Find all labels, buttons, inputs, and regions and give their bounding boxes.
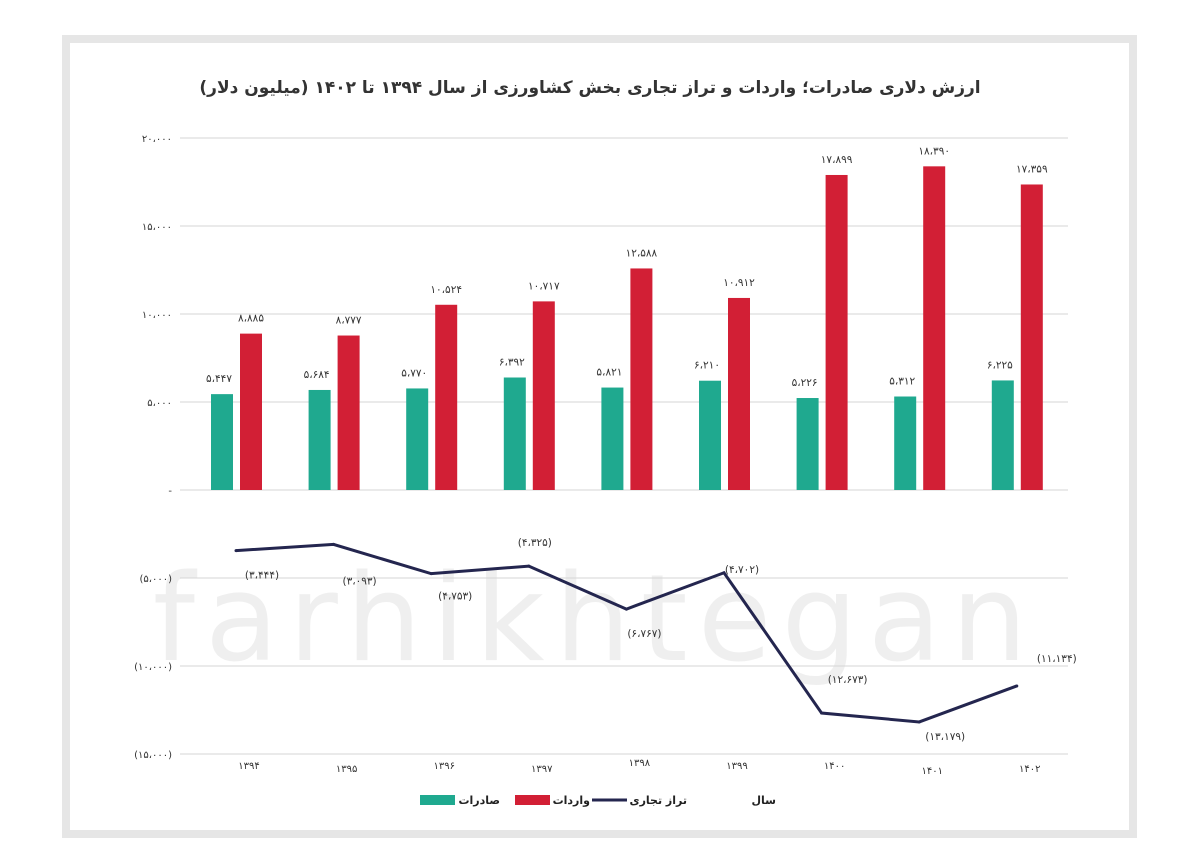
trade-balance-point — [429, 572, 433, 576]
y-tick-label: (۱۵،۰۰۰) — [134, 750, 172, 761]
export-data-label: ۶،۳۹۲ — [499, 357, 525, 369]
trade-balance-data-label: (۱۳،۱۷۹) — [925, 731, 965, 743]
import-data-label: ۱۰،۷۱۷ — [528, 280, 560, 292]
import-bar — [337, 335, 360, 490]
import-bar — [435, 304, 458, 490]
y-tick-label: - — [168, 486, 172, 497]
legend-label-imports: واردات — [553, 794, 591, 807]
x-tick-label: ۱۴۰۱ — [921, 766, 942, 777]
y-tick-label: (۱۰،۰۰۰) — [134, 662, 172, 673]
trade-balance-data-label: (۴،۳۲۵) — [518, 537, 552, 549]
import-data-label: ۸،۸۸۵ — [238, 313, 264, 325]
import-data-label: ۱۷،۳۵۹ — [1016, 163, 1048, 175]
export-data-label: ۶،۲۲۵ — [987, 359, 1013, 371]
y-tick-label: ۲۰،۰۰۰ — [142, 134, 172, 145]
x-tick-label: ۱۴۰۲ — [1019, 764, 1040, 775]
x-axis-name: سال — [752, 794, 777, 807]
import-data-label: ۱۲،۵۸۸ — [626, 247, 658, 259]
trade-balance-data-label: (۶،۷۶۷) — [627, 628, 661, 640]
trade-balance-point — [332, 542, 336, 546]
import-bar — [630, 268, 653, 490]
legend-label-trade-balance: تراز تجاری — [629, 794, 687, 807]
export-bar — [991, 380, 1014, 490]
x-tick-label: ۱۳۹۹ — [726, 761, 747, 772]
legend-label-exports: صادرات — [458, 794, 500, 807]
y-tick-label: ۵،۰۰۰ — [147, 398, 172, 409]
trade-balance-point — [624, 607, 628, 611]
export-data-label: ۵،۷۷۰ — [401, 367, 427, 379]
import-data-label: ۸،۷۷۷ — [336, 315, 362, 327]
trade-balance-point — [820, 711, 824, 715]
x-tick-label: ۱۳۹۸ — [629, 758, 651, 769]
y-tick-label: ۱۰،۰۰۰ — [142, 310, 172, 321]
trade-balance-point — [1015, 684, 1019, 688]
legend-swatch-trade-balance — [592, 798, 627, 802]
x-tick-label: ۱۳۹۵ — [336, 764, 357, 775]
import-data-label: ۱۰،۹۱۲ — [723, 277, 755, 289]
import-bar — [728, 297, 750, 490]
export-data-label: ۵،۳۱۲ — [889, 376, 915, 388]
export-bar — [796, 398, 819, 490]
import-data-label: ۱۷،۸۹۹ — [821, 154, 853, 166]
y-tick-label: ۱۵،۰۰۰ — [142, 222, 172, 233]
trade-balance-point — [527, 564, 531, 568]
legend-swatch-imports — [515, 795, 550, 805]
export-bar — [211, 394, 233, 490]
trade-balance-data-label: (۳،۰۹۳) — [343, 575, 377, 587]
import-bar — [825, 174, 848, 490]
import-bar — [240, 333, 262, 490]
x-tick-label: ۱۳۹۴ — [238, 761, 259, 772]
legend-swatch-exports — [420, 795, 455, 805]
export-data-label: ۵،۸۲۱ — [596, 367, 622, 379]
x-tick-label: ۱۳۹۷ — [531, 764, 553, 775]
y-tick-label: (۵،۰۰۰) — [139, 574, 172, 585]
import-bar — [532, 301, 555, 490]
import-bar — [923, 166, 946, 490]
export-data-label: ۵،۲۲۶ — [792, 377, 818, 389]
export-bar — [308, 389, 331, 490]
trade-balance-point — [234, 549, 238, 553]
export-data-label: ۵،۶۸۴ — [304, 369, 330, 381]
trade-balance-data-label: (۴،۷۵۳) — [438, 591, 472, 603]
export-bar — [503, 377, 526, 490]
trade-balance-data-label: (۴،۷۰۲) — [725, 564, 759, 576]
export-bar — [894, 396, 917, 490]
export-bar — [406, 388, 429, 490]
export-data-label: ۵،۴۴۷ — [206, 373, 232, 385]
chart-title: ارزش دلاری صادرات؛ واردات و تراز تجاری ب… — [199, 78, 980, 98]
trade-balance-point — [917, 720, 921, 724]
export-data-label: ۶،۲۱۰ — [694, 360, 720, 372]
trade-balance-data-label: (۱۲،۶۷۳) — [828, 674, 868, 686]
export-bar — [601, 387, 624, 490]
import-data-label: ۱۸،۳۹۰ — [918, 145, 950, 157]
trade-balance-point — [722, 571, 726, 575]
trade-balance-data-label: (۱۱،۱۳۴) — [1037, 653, 1077, 665]
watermark: farhikhtegan — [153, 550, 1038, 689]
import-data-label: ۱۰،۵۲۴ — [430, 284, 462, 296]
x-tick-label: ۱۳۹۶ — [433, 761, 454, 772]
trade-balance-data-label: (۳،۴۴۴) — [245, 570, 279, 582]
import-bar — [1020, 184, 1043, 490]
export-bar — [699, 380, 721, 490]
x-tick-label: ۱۴۰۰ — [824, 761, 845, 772]
